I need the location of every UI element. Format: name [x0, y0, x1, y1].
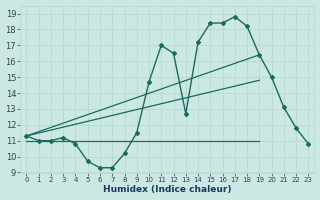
X-axis label: Humidex (Indice chaleur): Humidex (Indice chaleur): [103, 185, 232, 194]
